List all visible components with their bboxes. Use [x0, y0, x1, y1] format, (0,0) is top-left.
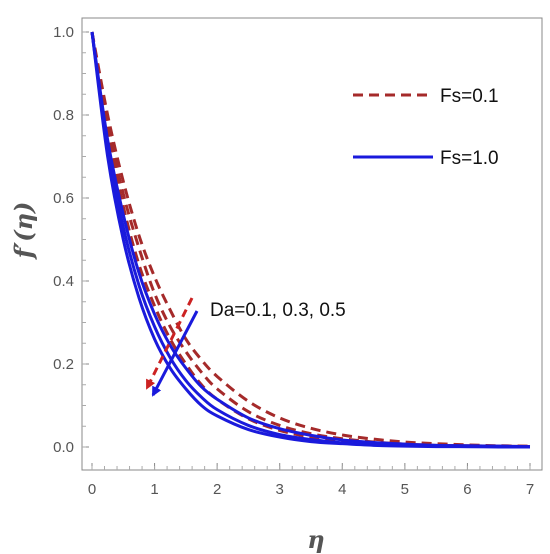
y-tick-label: 1.0 [53, 24, 74, 41]
annotation-label: Da=0.1, 0.3, 0.5 [210, 300, 346, 321]
y-tick-label: 0.4 [53, 273, 74, 290]
x-tick-label: 0 [88, 481, 96, 498]
y-axis-title: f′(η) [9, 202, 38, 261]
plot-frame [81, 17, 543, 471]
x-tick-label: 2 [213, 481, 221, 498]
x-axis-title: η [307, 525, 324, 554]
x-tick-label: 7 [526, 481, 534, 498]
y-tick-label: 0.0 [53, 439, 74, 456]
y-tick-label: 0.8 [53, 107, 74, 124]
series-line-fs10-da05 [90, 31, 531, 449]
x-tick-label: 5 [401, 481, 409, 498]
annotation-arrow-red [145, 297, 194, 390]
y-tick-label: 0.6 [53, 190, 74, 207]
series-line-fs01-da01 [90, 31, 531, 448]
x-axis: 0 1 2 3 4 5 6 7 [88, 463, 534, 498]
legend-label-fs10: Fs=1.0 [440, 148, 499, 169]
x-tick-label: 3 [276, 481, 284, 498]
annotation-arrow-blue [151, 310, 199, 397]
x-tick-label: 6 [463, 481, 471, 498]
legend: Fs=0.1 Fs=1.0 [353, 86, 499, 169]
y-tick-label: 0.2 [53, 356, 74, 373]
x-tick-label: 4 [338, 481, 346, 498]
x-tick-label: 1 [150, 481, 158, 498]
y-axis: 0.0 0.2 0.4 0.6 0.8 1.0 [53, 24, 89, 456]
series-group [90, 31, 531, 449]
legend-label-fs01: Fs=0.1 [440, 86, 499, 107]
